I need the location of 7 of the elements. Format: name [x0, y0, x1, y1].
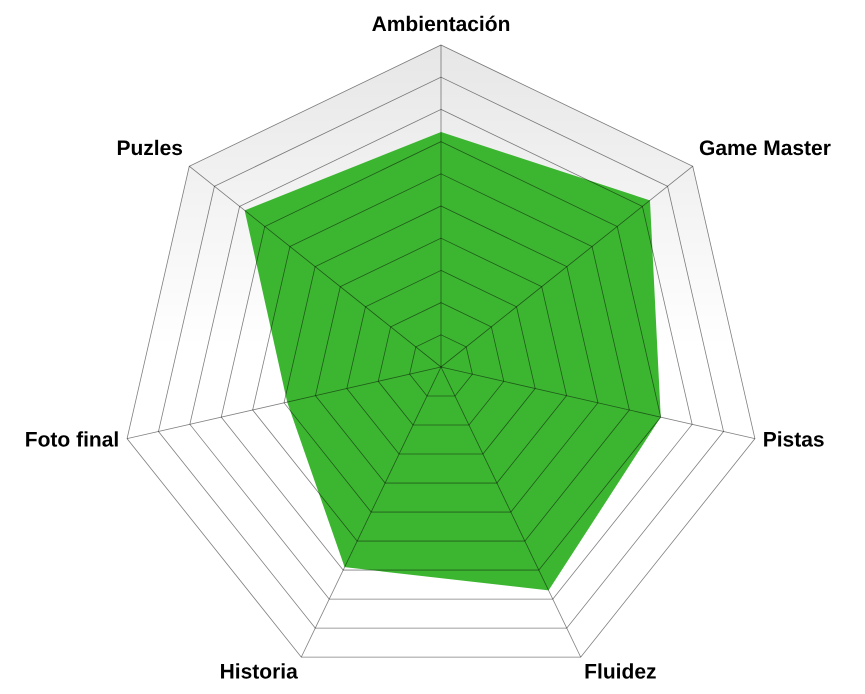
spoke-label: Puzles — [116, 137, 183, 160]
spoke-label: Game Master — [699, 137, 831, 160]
spoke-label: Pistas — [762, 428, 825, 452]
spoke-label: Foto final — [24, 428, 120, 452]
spoke-label: Historia — [220, 660, 298, 684]
spoke-label: Fluidez — [584, 660, 657, 684]
spoke-label: Ambientación — [372, 13, 510, 36]
